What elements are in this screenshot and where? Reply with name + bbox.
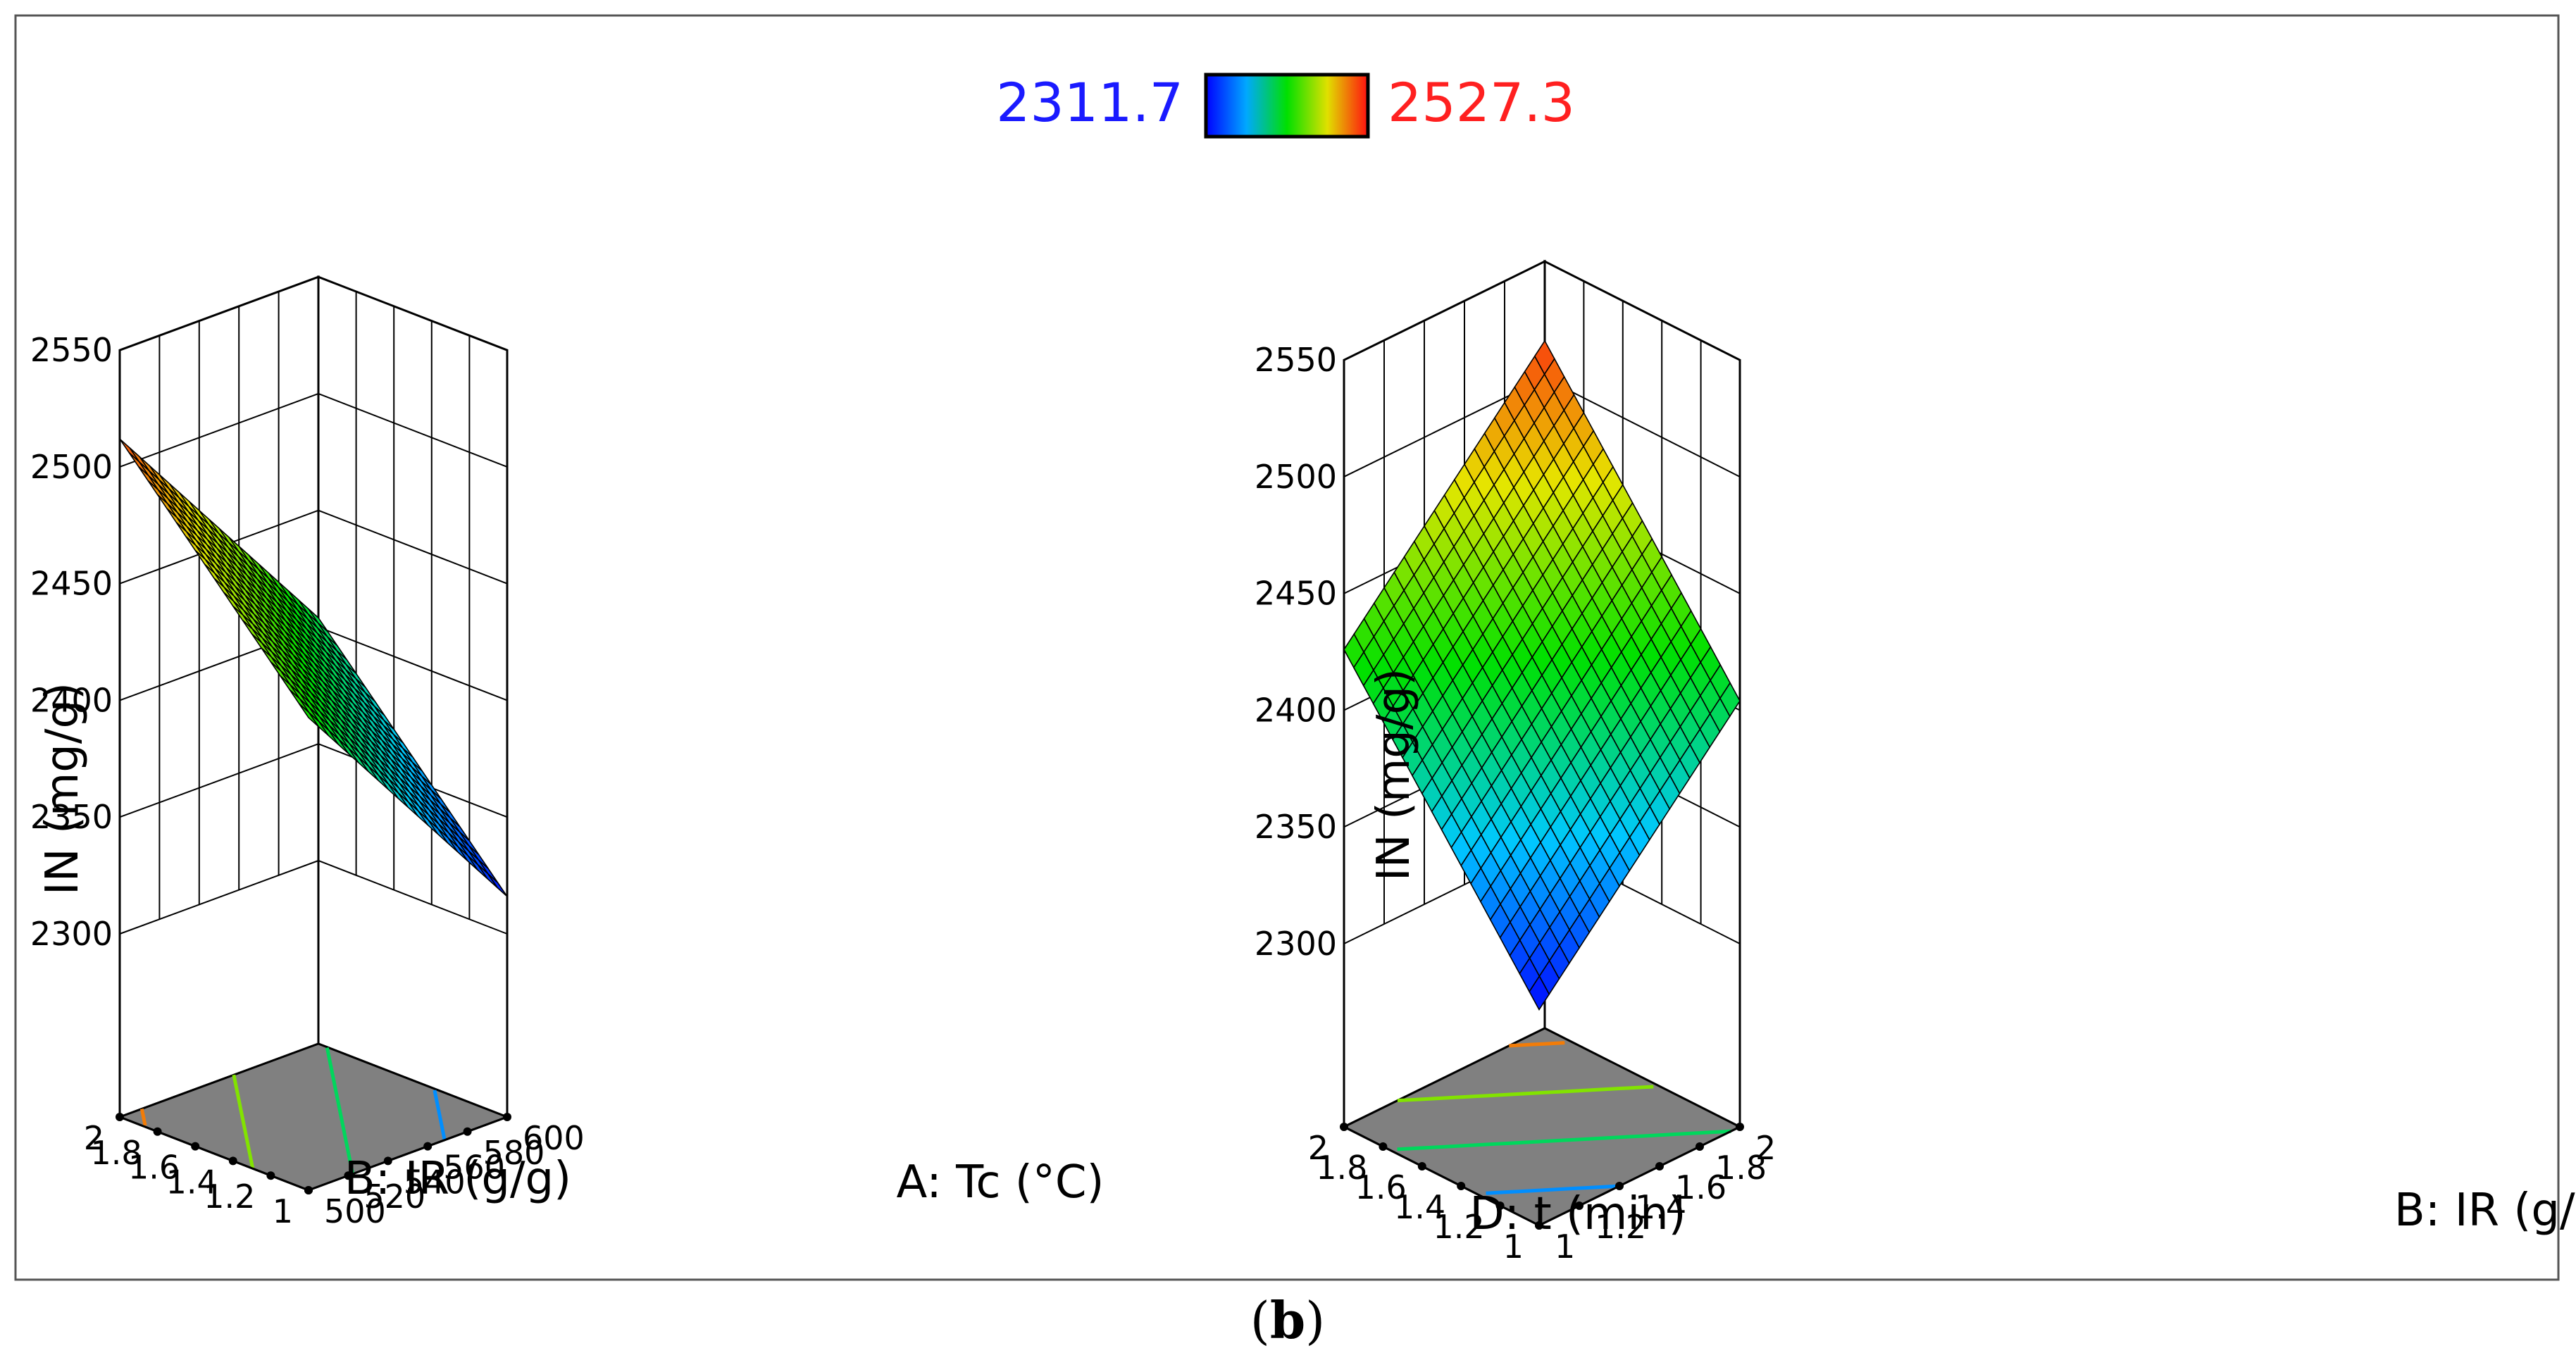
x-tick-label: 1.6 xyxy=(1675,1168,1726,1206)
x-tick-label: 600 xyxy=(523,1119,585,1157)
x-tick-mark xyxy=(1736,1123,1744,1131)
y-tick-label: 2 xyxy=(1308,1129,1329,1167)
y-tick-mark xyxy=(1495,1201,1505,1210)
colorbar-min-label: 2311.7 xyxy=(996,71,1183,134)
z-tick-label: 2450 xyxy=(1255,575,1337,613)
colorbar: 2311.7 2527.3 xyxy=(996,71,1575,139)
figure-caption: (b) xyxy=(1250,1290,1326,1350)
x-tick-mark xyxy=(383,1156,392,1166)
z-tick-label: 2500 xyxy=(30,448,113,486)
y-tick-label: 2 xyxy=(84,1119,104,1157)
x-tick-mark xyxy=(1695,1142,1704,1151)
x-tick-label: 520 xyxy=(363,1178,425,1216)
back-wall-left xyxy=(118,275,320,1119)
contour-line xyxy=(433,1090,447,1141)
y-axis-label: B: IR (g/g) xyxy=(344,1153,571,1205)
x-tick-label: 500 xyxy=(324,1192,386,1230)
x-tick-mark xyxy=(344,1171,353,1180)
y-tick-mark xyxy=(191,1142,200,1151)
z-axis-label: IN (mg/g) xyxy=(1368,668,1420,881)
wall-grid-line xyxy=(1343,261,1741,361)
z-tick-label: 2550 xyxy=(30,331,113,369)
surface-cell xyxy=(1529,975,1550,1011)
z-tick-label: 2500 xyxy=(1255,458,1337,496)
contour-line xyxy=(232,1074,255,1168)
x-tick-label: 1.2 xyxy=(1595,1208,1646,1246)
y-tick-mark xyxy=(1379,1142,1388,1151)
z-tick-label: 2350 xyxy=(30,798,113,836)
wall-grid-line xyxy=(119,392,508,468)
x-tick-mark xyxy=(1615,1182,1624,1190)
x-tick-label: 560 xyxy=(443,1149,505,1187)
wall-grid-line xyxy=(119,276,508,351)
y-tick-mark xyxy=(1417,1162,1426,1171)
wall-grid-line xyxy=(119,509,508,585)
x-tick-mark xyxy=(463,1127,472,1136)
x-tick-label: 2 xyxy=(1755,1129,1776,1167)
z-tick-label: 2300 xyxy=(1255,925,1337,963)
colorbar-max-label: 2527.3 xyxy=(1388,71,1575,134)
y-tick-label: 1.2 xyxy=(204,1178,255,1216)
y-tick-label: 1.6 xyxy=(128,1149,180,1187)
y-tick-mark xyxy=(153,1127,162,1136)
y-tick-mark xyxy=(1340,1123,1348,1131)
y-axis-label: D: t (min) xyxy=(1469,1188,1686,1240)
y-tick-label: 1 xyxy=(1503,1228,1524,1266)
contour-line xyxy=(325,1047,355,1175)
contour-line xyxy=(139,1108,147,1126)
contour-line xyxy=(1486,1184,1620,1195)
y-tick-mark xyxy=(1457,1182,1466,1190)
z-tick-label: 2450 xyxy=(30,565,113,603)
z-tick-label: 2550 xyxy=(1255,341,1337,379)
y-tick-label: 1.4 xyxy=(1394,1188,1445,1226)
x-tick-mark xyxy=(503,1113,511,1121)
surface-cell xyxy=(119,438,140,463)
surface-plot-right: 23002350240024502500255011.21.41.61.8211… xyxy=(1255,259,2576,1266)
surface-cell xyxy=(298,703,319,728)
contour-line xyxy=(1509,1041,1565,1048)
y-tick-mark xyxy=(116,1113,124,1121)
wall-grid-line xyxy=(119,859,508,935)
x-tick-mark xyxy=(1575,1201,1583,1210)
z-tick-label: 2300 xyxy=(30,915,113,953)
z-tick-label: 2400 xyxy=(1255,691,1337,729)
y-tick-mark xyxy=(266,1171,275,1180)
y-tick-mark xyxy=(304,1186,313,1194)
y-tick-mark xyxy=(1535,1221,1543,1230)
x-axis-label: A: Tc (°C) xyxy=(897,1156,1105,1209)
colorbar-gradient xyxy=(1204,73,1370,139)
x-tick-mark xyxy=(1655,1162,1664,1171)
z-tick-label: 2350 xyxy=(1255,808,1337,846)
figure-label: b xyxy=(1270,1290,1305,1350)
z-axis-label: IN (mg/g) xyxy=(37,682,89,895)
figure-frame xyxy=(14,14,2560,1281)
contour-line xyxy=(1397,1129,1731,1151)
contour-line xyxy=(1397,1085,1654,1103)
surface-plot-left: 2300 2350 2400 2450 2500 2550 5005205405605806… xyxy=(30,275,1105,1230)
y-tick-label: 1 xyxy=(273,1192,293,1230)
x-tick-label: 1 xyxy=(1555,1228,1575,1266)
x-tick-label: 1.4 xyxy=(1635,1188,1686,1226)
x-tick-mark xyxy=(423,1142,433,1151)
y-tick-label: 1.8 xyxy=(90,1134,142,1172)
y-tick-label: 1.6 xyxy=(1355,1168,1407,1206)
x-tick-label: 1.8 xyxy=(1715,1149,1767,1187)
y-tick-label: 1.2 xyxy=(1433,1208,1484,1246)
z-tick-label: 2400 xyxy=(30,681,113,719)
wall-grid-line xyxy=(119,743,508,818)
y-tick-label: 1.4 xyxy=(166,1163,218,1201)
x-tick-label: 540 xyxy=(404,1163,466,1201)
x-axis-label: B: IR (g/g) xyxy=(2394,1185,2576,1237)
y-tick-label: 1.8 xyxy=(1316,1149,1367,1187)
y-tick-mark xyxy=(228,1156,237,1166)
x-tick-label: 580 xyxy=(483,1134,545,1172)
